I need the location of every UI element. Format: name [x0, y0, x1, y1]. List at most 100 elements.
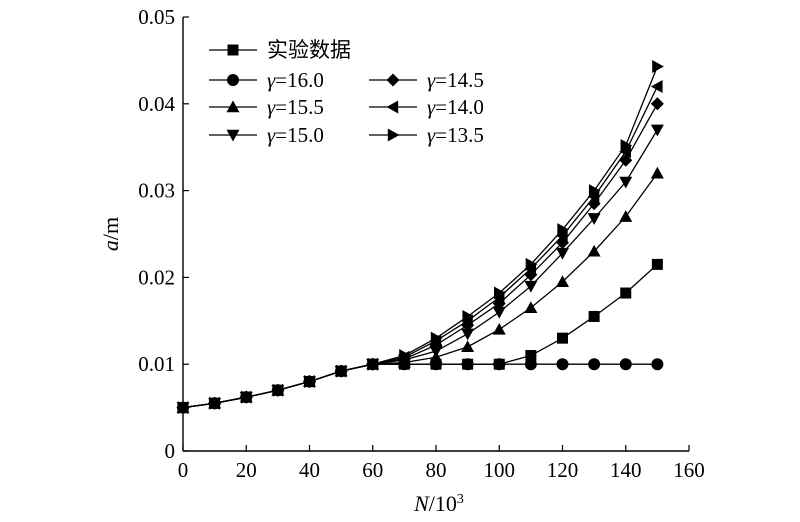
data-point [557, 332, 568, 344]
data-point [588, 184, 601, 198]
data-point [619, 145, 631, 159]
legend-label: γ=16.0 [267, 68, 324, 92]
data-point [620, 138, 633, 152]
series-layer [176, 59, 664, 415]
data-point [524, 301, 538, 313]
legend-label: 实验数据 [267, 38, 351, 62]
data-point [524, 358, 537, 371]
series-line [182, 363, 658, 409]
x-tick-label: 140 [610, 458, 642, 482]
data-point [587, 244, 601, 257]
data-point [461, 328, 475, 341]
data-point [335, 364, 348, 378]
data-point [177, 401, 190, 415]
series-line [182, 66, 658, 409]
legend: 实验数据 γ=16.0 γ=15.5 γ=15.0 γ=14.5 γ=14.0 γ=13.5 [209, 38, 484, 147]
series-line [182, 103, 658, 409]
data-point [556, 247, 569, 260]
x-tick-label: 60 [362, 458, 383, 482]
data-point [651, 258, 663, 270]
legend-entry: γ=16.0 [209, 68, 324, 92]
legend-marker [387, 128, 400, 142]
data-point [588, 358, 601, 371]
data-point [557, 223, 569, 237]
legend-marker [226, 100, 240, 113]
data-point [619, 176, 633, 189]
legend-entry: γ=14.0 [369, 95, 484, 119]
x-tick-label: 160 [673, 458, 705, 482]
data-point [556, 275, 569, 287]
x-tick-label: 120 [547, 458, 579, 482]
legend-marker [226, 129, 240, 142]
data-point [493, 358, 506, 371]
data-point [494, 286, 506, 300]
legend-entry: γ=13.5 [369, 123, 484, 147]
data-point [556, 229, 568, 243]
data-point [399, 349, 411, 363]
data-point [620, 287, 632, 299]
series-3 [176, 124, 664, 415]
legend-label: γ=14.5 [427, 68, 484, 92]
data-point [650, 97, 664, 111]
x-tick-label: 0 [178, 458, 189, 482]
series-line [182, 263, 658, 409]
data-point [367, 357, 380, 371]
data-point [461, 358, 474, 371]
x-tick-label: 20 [236, 458, 257, 482]
legend-entry: γ=14.5 [369, 68, 484, 92]
y-tick-label: 0.02 [138, 265, 175, 289]
data-point [430, 331, 443, 345]
series-line [182, 172, 658, 409]
x-tick-label: 100 [484, 458, 516, 482]
data-point [492, 322, 506, 335]
legend-label: γ=14.0 [427, 95, 484, 119]
series-0 [177, 258, 663, 414]
legend-marker [386, 73, 400, 87]
y-tick-label: 0.03 [138, 179, 175, 203]
legend-marker [227, 44, 239, 56]
legend-label: γ=15.5 [267, 95, 324, 119]
data-point [241, 390, 253, 404]
data-point [556, 358, 569, 371]
series-6 [177, 59, 664, 415]
data-point [587, 213, 601, 225]
y-axis-label: a/m [98, 217, 123, 251]
x-tick-label: 40 [299, 458, 320, 482]
y-tick-label: 0.05 [138, 5, 175, 29]
data-point [429, 345, 443, 358]
data-point [492, 306, 506, 319]
data-point [587, 190, 600, 204]
series-1 [177, 358, 664, 414]
data-point [461, 340, 475, 353]
y-tick-label: 0.04 [138, 92, 175, 116]
data-point [588, 310, 600, 322]
x-tick-label: 80 [426, 458, 447, 482]
data-point [650, 166, 664, 179]
legend-marker [227, 74, 239, 86]
y-tick-label: 0.01 [138, 352, 175, 376]
data-point [272, 383, 285, 397]
series-line [182, 129, 658, 409]
legend-entry: γ=15.5 [209, 95, 324, 119]
x-axis-label: N/103 [413, 491, 464, 516]
legend-label: γ=13.5 [427, 123, 484, 147]
legend-entry: γ=15.0 [209, 123, 324, 147]
legend-entry: 实验数据 [209, 38, 351, 62]
data-point [619, 210, 633, 222]
axes: 0 20 40 60 80 100 120 140 160 0 0.01 0.02 0.03 0.04 0.… [98, 5, 705, 516]
y-tick-label: 0 [165, 439, 176, 463]
data-point [650, 79, 663, 93]
data-point [525, 350, 537, 362]
data-point [651, 358, 664, 371]
data-point [524, 280, 538, 293]
legend-marker [386, 100, 399, 114]
data-point [650, 124, 664, 137]
data-point [525, 257, 538, 271]
data-point [462, 309, 475, 323]
data-point [619, 358, 632, 371]
legend-label: γ=15.0 [267, 123, 324, 147]
data-point [209, 396, 222, 410]
data-point [304, 375, 316, 389]
data-point [652, 59, 664, 73]
